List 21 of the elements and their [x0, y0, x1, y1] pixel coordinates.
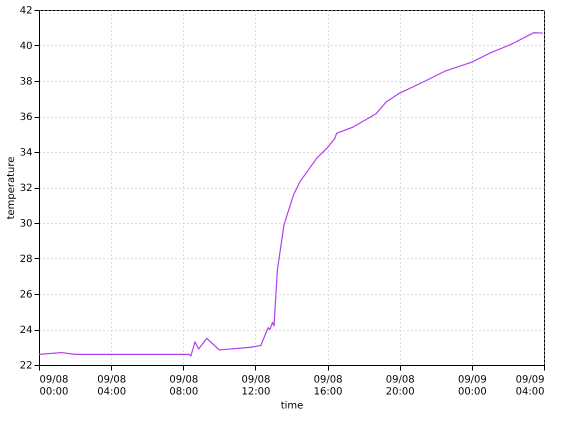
y-tick-label: 26 [20, 290, 32, 300]
y-tick-label: 24 [20, 325, 32, 336]
x-tick-label: 09/08 08:00 [169, 374, 198, 398]
x-tick-label: 09/09 04:00 [516, 374, 544, 398]
y-tick-label: 40 [20, 41, 32, 52]
y-tick-label: 32 [20, 183, 32, 194]
x-tick-label: 09/08 12:00 [242, 374, 270, 398]
y-tick-label: 34 [20, 148, 32, 158]
y-tick-label: 30 [20, 218, 32, 230]
y-tick-label: 28 [20, 254, 32, 265]
y-tick-label: 36 [20, 112, 32, 123]
x-tick-label: 09/08 16:00 [314, 374, 342, 398]
y-tick-label: 38 [20, 76, 32, 88]
y-axis-title: temperature [6, 156, 17, 220]
x-tick-label: 09/08 20:00 [386, 374, 415, 398]
x-axis-title: time [280, 400, 304, 412]
x-tick-label: 09/08 04:00 [97, 374, 126, 398]
x-tick-label: 09/09 00:00 [458, 374, 487, 398]
y-tick-label: 42 [20, 6, 32, 16]
y-tick-label: 22 [20, 360, 32, 372]
x-tick-label: 09/08 00:00 [40, 374, 68, 398]
